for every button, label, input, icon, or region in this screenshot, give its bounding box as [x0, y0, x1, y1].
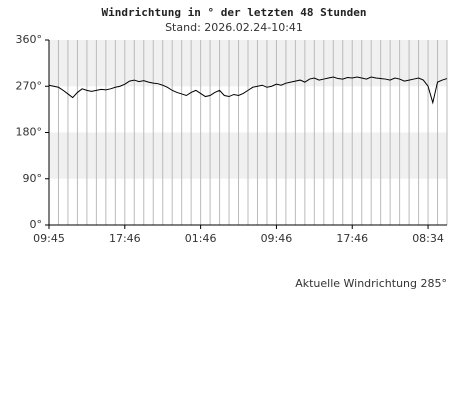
y-tick-label: 360° [16, 33, 43, 46]
y-tick-label: 270° [16, 79, 43, 92]
x-tick-label: 17:46 [109, 232, 141, 245]
y-tick-label: 180° [16, 126, 43, 139]
annotation: Aktuelle Windrichtung 285° [295, 277, 447, 290]
x-tick-label: 01:46 [185, 232, 217, 245]
x-tick-label: 09:45 [33, 232, 65, 245]
y-tick-label: 0° [30, 218, 43, 231]
x-tick-label: 08:34 [412, 232, 444, 245]
x-tick-label: 09:46 [261, 232, 293, 245]
y-tick-label: 90° [23, 172, 43, 185]
chart-title: Windrichtung in ° der letzten 48 Stunden [102, 6, 367, 19]
chart-subtitle: Stand: 2026.02.24-10:41 [165, 21, 303, 34]
x-tick-label: 17:46 [336, 232, 368, 245]
wind-line [48, 76, 448, 105]
